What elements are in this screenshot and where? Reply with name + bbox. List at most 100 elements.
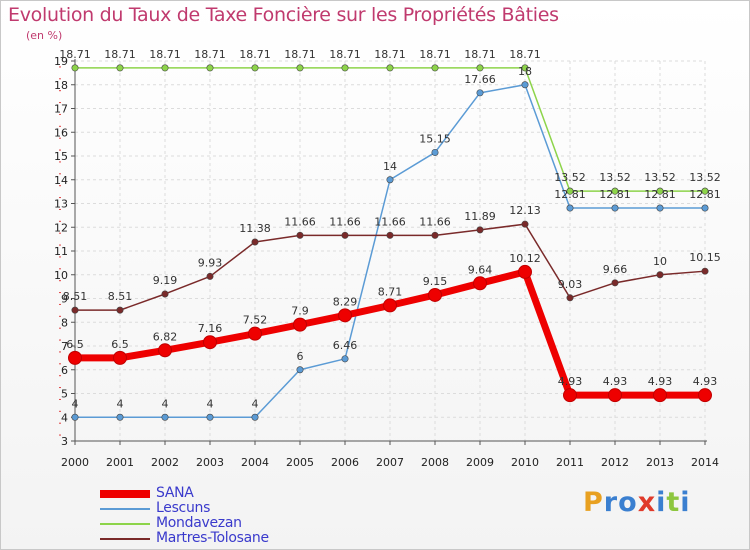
data-point	[296, 64, 304, 72]
x-tick-label: 2010	[511, 456, 539, 469]
data-point	[248, 326, 262, 341]
y-tick-label: 16	[54, 126, 68, 139]
data-label: 4	[252, 397, 259, 410]
data-label: 4	[162, 397, 169, 410]
data-point	[71, 413, 79, 421]
logo-letter: P	[583, 487, 604, 518]
data-point	[476, 64, 484, 72]
data-label: 9.15	[423, 275, 448, 288]
data-label: 12.13	[509, 204, 541, 217]
data-label: 18.71	[419, 48, 451, 61]
x-tick-label: 2006	[331, 456, 359, 469]
data-label: 11.89	[464, 210, 496, 223]
y-tick-label: 15	[54, 150, 68, 163]
data-point	[431, 64, 439, 72]
data-label: 4	[72, 397, 79, 410]
x-tick-label: 2007	[376, 456, 404, 469]
series-layer	[68, 64, 712, 421]
data-label: 18	[518, 65, 532, 78]
data-label: 18.71	[59, 48, 91, 61]
data-label: 13.52	[644, 171, 676, 184]
data-point	[476, 89, 484, 97]
data-point	[566, 187, 574, 195]
data-point	[473, 276, 487, 291]
data-point	[611, 187, 619, 195]
data-point	[206, 413, 214, 421]
data-label: 18.71	[194, 48, 226, 61]
data-label: 12.81	[599, 188, 631, 201]
data-label: 9.19	[153, 274, 178, 287]
data-label: 7.9	[291, 305, 309, 318]
chart-subtitle: (en %)	[26, 29, 63, 42]
x-tick-label: 2004	[241, 456, 269, 469]
data-label: 12.81	[689, 188, 721, 201]
y-tick-label: 7	[61, 340, 68, 353]
data-label: 14	[383, 160, 397, 173]
data-point	[341, 355, 349, 363]
data-label: 12.81	[554, 188, 586, 201]
data-point	[293, 317, 307, 332]
data-label: 7.16	[198, 322, 223, 335]
x-tick-label: 2000	[61, 456, 89, 469]
data-point	[611, 279, 619, 287]
data-point	[431, 148, 439, 156]
data-label: 17.66	[464, 73, 496, 86]
y-tick-label: 13	[54, 198, 68, 211]
data-point	[116, 413, 124, 421]
data-point	[428, 287, 442, 302]
data-label: 6.5	[66, 338, 84, 351]
data-label: 9.66	[603, 263, 628, 276]
x-tick-label: 2011	[556, 456, 584, 469]
x-tick-label: 2012	[601, 456, 629, 469]
data-point	[656, 187, 664, 195]
data-label: 13.52	[599, 171, 631, 184]
data-point	[611, 204, 619, 212]
logo-letter: i	[680, 487, 691, 518]
data-label: 7.52	[243, 314, 268, 327]
data-label: 15.15	[419, 132, 451, 145]
legend-label: Martres-Tolosane	[156, 530, 269, 546]
data-label: 10	[653, 255, 667, 268]
y-tick-label: 11	[54, 245, 68, 258]
legend-label: Mondavezan	[156, 515, 242, 531]
data-point	[71, 64, 79, 72]
x-tick-label: 2002	[151, 456, 179, 469]
data-label: 4.93	[693, 375, 718, 388]
data-point	[71, 306, 79, 314]
data-label: 9.64	[468, 263, 493, 276]
data-point	[161, 413, 169, 421]
y-tick-label: 5	[61, 388, 68, 401]
data-label: 13.52	[554, 171, 586, 184]
grid-lines	[74, 60, 706, 442]
y-tick-label: 4	[61, 411, 68, 424]
data-point	[341, 64, 349, 72]
data-point	[251, 64, 259, 72]
logo-letter: i	[656, 487, 667, 518]
data-label: 6.5	[111, 338, 129, 351]
logo-letter: t	[666, 487, 681, 518]
data-label: 4.93	[558, 375, 583, 388]
data-label: 4.93	[603, 375, 628, 388]
x-tick-label: 2013	[646, 456, 674, 469]
data-label: 9.03	[558, 278, 583, 291]
data-label: 10.15	[689, 251, 721, 264]
legend-swatch	[100, 538, 150, 540]
data-point	[383, 298, 397, 313]
data-point	[701, 267, 709, 275]
data-point	[521, 220, 529, 228]
legend-label: SANA	[156, 485, 194, 501]
legend-swatch	[100, 508, 150, 510]
data-label: 11.66	[329, 215, 361, 228]
y-tick-label: 17	[54, 103, 68, 116]
data-label: 12.81	[644, 188, 676, 201]
data-label: 8.51	[63, 290, 88, 303]
data-point	[68, 350, 82, 365]
data-point	[386, 64, 394, 72]
legend-swatch	[100, 490, 150, 498]
data-label: 8.29	[333, 295, 358, 308]
data-label: 11.66	[419, 215, 451, 228]
data-point	[656, 271, 664, 279]
data-label: 6.82	[153, 330, 178, 343]
data-point	[566, 294, 574, 302]
